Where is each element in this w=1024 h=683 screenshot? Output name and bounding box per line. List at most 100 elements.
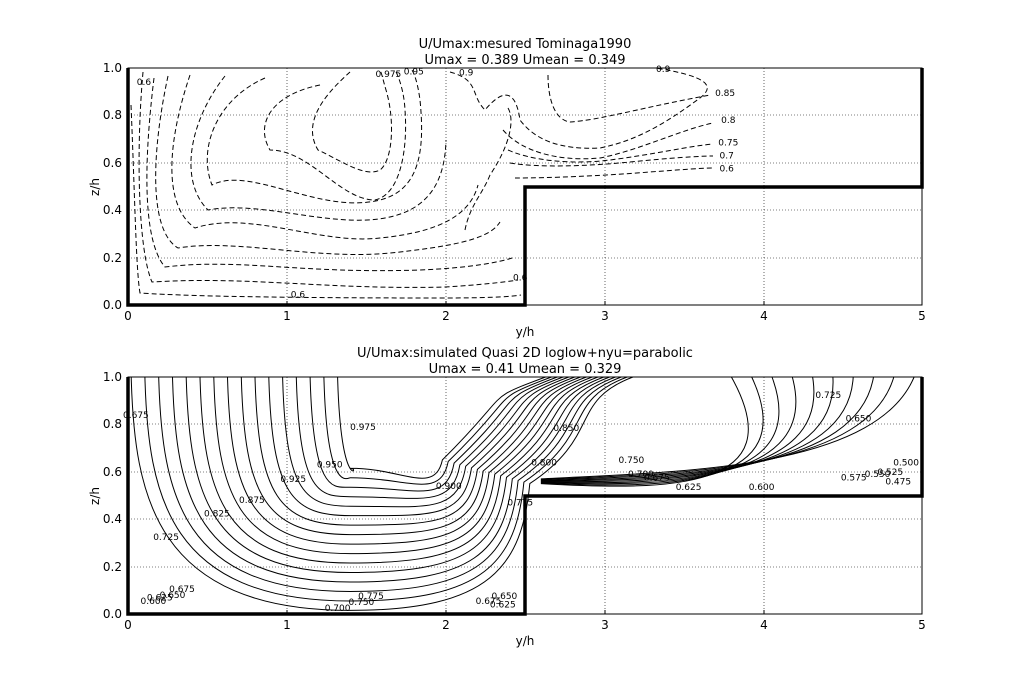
contour-line <box>547 74 711 123</box>
contour-label: 0.775 <box>358 592 384 602</box>
contour-labels: 0.6 0.975 0.95 0.9 0.9 0.85 0.8 0.75 0.7 0.6 0.6 0.… <box>137 65 739 300</box>
y-tick-label: 0.0 <box>103 298 122 312</box>
contour-label: 0.675 <box>169 585 195 595</box>
chart-title: U/Umax:simulated Quasi 2D loglow+nyu=par… <box>357 346 693 361</box>
measured-contour-panel: U/Umax:mesured Tominaga1990 Umax = 0.389… <box>88 37 926 339</box>
contour-line <box>295 376 564 499</box>
x-tick-label: 4 <box>760 618 768 632</box>
measured-contour-lines <box>130 67 714 299</box>
contour-labels: 0.675 0.975 0.950 0.925 0.875 0.825 0.725 0.900… <box>123 391 919 614</box>
contour-label: 0.825 <box>204 509 230 519</box>
chart-subtitle: Umax = 0.389 Umean = 0.349 <box>424 53 625 68</box>
x-tick-label: 5 <box>918 618 926 632</box>
contour-label: 0.725 <box>815 391 841 401</box>
contour-label: 0.550 <box>865 470 891 480</box>
contour-label: 0.600 <box>749 483 775 493</box>
y-tick-label: 0.4 <box>103 203 122 217</box>
channel-boundary <box>126 68 924 307</box>
contour-line <box>130 376 634 611</box>
contour-label: 0.575 <box>841 474 867 484</box>
contour-label: 0.6 <box>137 78 152 88</box>
contour-label: 0.95 <box>404 68 424 78</box>
contour-label: 0.7 <box>720 152 734 162</box>
contour-line <box>190 75 447 221</box>
contour-line <box>464 107 512 231</box>
y-axis-label: z/h <box>88 178 102 196</box>
y-tick-label: 0.6 <box>103 465 122 479</box>
contour-label: 0.800 <box>531 458 557 468</box>
contour-label: 0.675 <box>476 597 502 607</box>
contour-line <box>155 75 501 255</box>
contour-line <box>507 143 714 163</box>
contour-line <box>540 376 815 483</box>
contour-label: 0.650 <box>846 415 872 425</box>
contour-line <box>172 376 616 583</box>
contour-label: 0.75 <box>718 139 738 149</box>
contour-label: 0.6 <box>291 290 306 300</box>
y-tick-label: 1.0 <box>103 370 122 384</box>
contour-label: 0.8 <box>721 116 736 126</box>
contour-label: 0.625 <box>490 601 516 611</box>
contour-line <box>323 376 552 485</box>
contour-line <box>158 376 622 593</box>
contour-label: 0.950 <box>317 461 343 471</box>
y-tick-label: 0.4 <box>103 512 122 526</box>
contour-label: 0.725 <box>153 533 179 543</box>
contour-line <box>146 77 513 272</box>
contour-line <box>540 376 895 480</box>
contour-label: 0.750 <box>619 456 645 466</box>
contour-label: 0.700 <box>325 604 351 614</box>
plot-frame <box>127 376 923 615</box>
contour-line <box>264 69 407 201</box>
x-tick-label: 3 <box>601 309 609 323</box>
contour-line <box>185 376 610 574</box>
y-tick-label: 0.8 <box>103 417 122 431</box>
contour-line <box>509 155 714 167</box>
contour-line <box>144 376 628 602</box>
x-tick-label: 2 <box>442 309 450 323</box>
contour-line <box>213 376 599 555</box>
contour-line <box>309 376 558 492</box>
y-tick-label: 0.2 <box>103 560 122 574</box>
contour-line <box>449 67 708 149</box>
y-tick-label: 0.6 <box>103 156 122 170</box>
x-tick-label: 1 <box>283 309 291 323</box>
contour-label: 0.625 <box>676 483 702 493</box>
y-tick-label: 0.2 <box>103 251 122 265</box>
contour-label: 0.9 <box>656 65 671 75</box>
y-axis: 0.0 0.2 0.4 0.6 0.8 1.0 z/h <box>88 61 122 312</box>
contour-line <box>282 376 570 508</box>
contour-line <box>240 376 587 536</box>
contour-line <box>138 71 519 288</box>
contour-label: 0.900 <box>436 482 462 492</box>
y-axis-label: z/h <box>88 487 102 505</box>
contour-label: 0.500 <box>893 458 919 468</box>
contour-label: 0.675 <box>123 411 149 421</box>
contour-label: 0.850 <box>553 424 579 434</box>
contour-label: 0.9 <box>459 69 474 79</box>
contour-label: 0.650 <box>492 592 518 602</box>
contour-label: 0.750 <box>349 598 375 608</box>
contour-label: 0.925 <box>280 475 306 485</box>
plot-frame <box>127 67 923 306</box>
chart-subtitle: Umax = 0.41 Umean = 0.329 <box>429 362 622 377</box>
x-tick-label: 4 <box>760 309 768 323</box>
contour-label: 0.475 <box>885 477 911 487</box>
contour-label: 0.700 <box>628 470 654 480</box>
x-tick-label: 5 <box>918 309 926 323</box>
contour-line <box>337 376 546 479</box>
contour-label: 0.775 <box>507 499 533 509</box>
contour-line <box>254 376 581 526</box>
contour-line <box>268 376 575 517</box>
contour-line <box>227 376 593 545</box>
x-tick-label: 0 <box>124 309 132 323</box>
contour-label: 0.975 <box>376 70 402 80</box>
simulated-contour-panel: U/Umax:simulated Quasi 2D loglow+nyu=par… <box>88 346 926 648</box>
contour-label: 0.875 <box>239 496 265 506</box>
contour-line <box>540 376 915 480</box>
contour-line <box>514 167 714 179</box>
chart-title: U/Umax:mesured Tominaga1990 <box>419 37 632 52</box>
contour-label: 0.650 <box>160 591 186 601</box>
contour-label: 0.600 <box>141 597 167 607</box>
